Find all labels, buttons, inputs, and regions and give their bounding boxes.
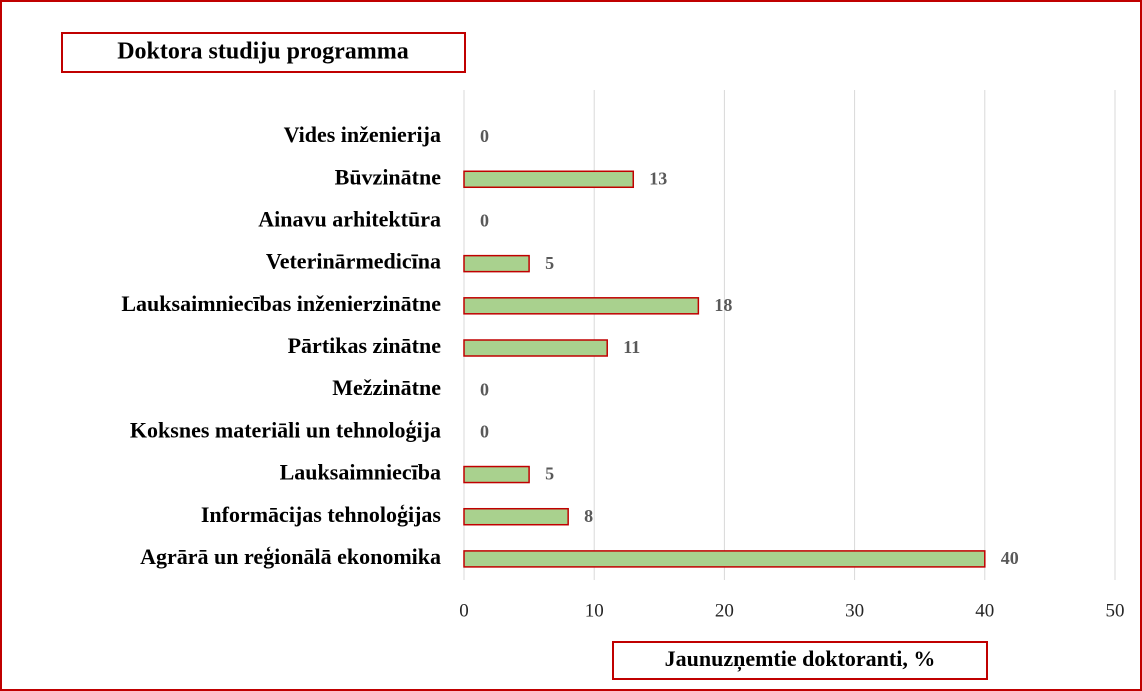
x-tick-label: 50 bbox=[1106, 600, 1125, 621]
value-label: 5 bbox=[545, 464, 554, 484]
value-label: 18 bbox=[714, 295, 732, 315]
value-label: 40 bbox=[1001, 548, 1019, 568]
value-label: 13 bbox=[649, 168, 667, 188]
y-tick-label: Lauksaimniecības inženierzinātne bbox=[121, 291, 441, 316]
y-tick-label: Vides inženierija bbox=[284, 122, 441, 147]
y-tick-label: Koksnes materiāli un tehnoloģija bbox=[130, 417, 441, 442]
x-tick-label: 20 bbox=[715, 600, 734, 621]
value-label: 11 bbox=[623, 337, 640, 357]
bar bbox=[463, 297, 700, 315]
title-box bbox=[61, 32, 466, 73]
y-tick-label: Veterinārmedicīna bbox=[266, 249, 441, 274]
value-label: 5 bbox=[545, 253, 554, 273]
value-label: 0 bbox=[480, 211, 489, 231]
value-label: 0 bbox=[480, 126, 489, 146]
x-axis-title: Jaunuzņemtie doktoranti, % bbox=[665, 646, 936, 672]
x-tick-label: 0 bbox=[459, 600, 469, 621]
bar bbox=[463, 339, 608, 357]
y-tick-label: Mežzinātne bbox=[332, 375, 441, 400]
bar bbox=[463, 550, 986, 568]
y-tick-label: Būvzinātne bbox=[335, 164, 442, 189]
chart-title: Doktora studiju programma bbox=[117, 39, 409, 65]
x-tick-label: 40 bbox=[975, 600, 994, 621]
y-tick-label: Agrārā un reģionālā ekonomika bbox=[140, 544, 441, 569]
bar bbox=[463, 465, 530, 484]
bar bbox=[463, 254, 530, 273]
value-label: 0 bbox=[480, 421, 489, 441]
value-label: 0 bbox=[480, 379, 489, 399]
y-tick-label: Lauksaimniecība bbox=[280, 460, 441, 485]
y-tick-label: Pārtikas zinātne bbox=[288, 333, 442, 358]
x-tick-label: 10 bbox=[585, 600, 604, 621]
x-tick-label: 30 bbox=[845, 600, 864, 621]
y-tick-label: Ainavu arhitektūra bbox=[258, 207, 441, 232]
value-label: 8 bbox=[584, 506, 593, 526]
bar bbox=[463, 170, 635, 189]
axis-title-box bbox=[612, 641, 988, 680]
bar bbox=[463, 507, 569, 526]
y-tick-label: Informācijas tehnoloģijas bbox=[201, 502, 442, 527]
